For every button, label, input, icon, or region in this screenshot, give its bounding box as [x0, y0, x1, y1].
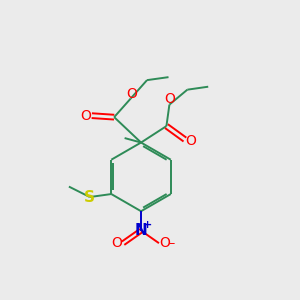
Text: +: + [142, 220, 152, 230]
Text: O: O [80, 109, 91, 123]
Text: –: – [168, 237, 175, 250]
Text: O: O [160, 236, 170, 250]
Text: N: N [135, 223, 147, 238]
Text: O: O [164, 92, 175, 106]
Text: O: O [112, 236, 123, 250]
Text: O: O [185, 134, 196, 148]
Text: O: O [126, 87, 137, 101]
Text: S: S [84, 190, 95, 205]
